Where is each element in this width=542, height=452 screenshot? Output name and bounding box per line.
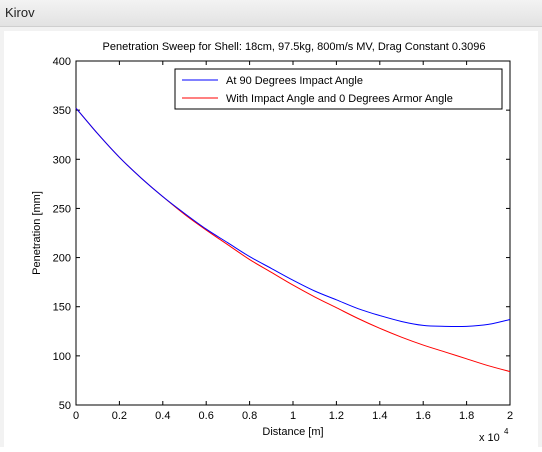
legend-label: At 90 Degrees Impact Angle bbox=[226, 75, 363, 87]
x-tick-label: 2 bbox=[507, 410, 513, 422]
legend-label: With Impact Angle and 0 Degrees Armor An… bbox=[226, 93, 453, 105]
window-titlebar: Kirov bbox=[0, 0, 542, 27]
x-axis-multiplier-exponent: 4 bbox=[504, 427, 509, 436]
x-axis-ticks: 0 0.2 0.4 0.6 0.8 1 1.2 1.4 1.6 1.8 2 bbox=[73, 61, 513, 422]
chart-legend: At 90 Degrees Impact Angle With Impact An… bbox=[174, 68, 503, 110]
legend-box bbox=[174, 68, 503, 110]
y-tick-label: 50 bbox=[59, 400, 71, 412]
chart-title: Penetration Sweep for Shell: 18cm, 97.5k… bbox=[103, 41, 486, 53]
x-tick-label: 0 bbox=[73, 410, 79, 422]
x-tick-label: 0.4 bbox=[155, 410, 170, 422]
y-tick-label: 200 bbox=[53, 253, 71, 265]
y-axis-ticks: 50 100 150 200 250 300 350 400 bbox=[53, 56, 510, 412]
window-title: Kirov bbox=[5, 5, 35, 20]
figure-area: Penetration Sweep for Shell: 18cm, 97.5k… bbox=[0, 27, 542, 447]
x-tick-label: 0.2 bbox=[112, 410, 127, 422]
x-tick-label: 0.6 bbox=[199, 410, 214, 422]
y-tick-label: 250 bbox=[53, 203, 71, 215]
figure-canvas: Penetration Sweep for Shell: 18cm, 97.5k… bbox=[4, 31, 538, 447]
x-tick-label: 1.2 bbox=[329, 410, 344, 422]
y-tick-label: 150 bbox=[53, 302, 71, 314]
y-tick-label: 300 bbox=[53, 154, 71, 166]
plot-frame bbox=[75, 60, 511, 406]
x-tick-label: 0.8 bbox=[242, 410, 257, 422]
x-tick-label: 1 bbox=[290, 410, 296, 422]
x-tick-label: 1.4 bbox=[372, 410, 387, 422]
x-tick-label: 1.8 bbox=[459, 410, 474, 422]
x-tick-label: 1.6 bbox=[416, 410, 431, 422]
penetration-chart: Penetration Sweep for Shell: 18cm, 97.5k… bbox=[31, 41, 513, 444]
series-lines bbox=[75, 107, 511, 373]
x-axis-label: Distance [m] bbox=[262, 426, 323, 438]
y-tick-label: 350 bbox=[53, 105, 71, 117]
x-axis-multiplier: x 10 bbox=[479, 432, 500, 444]
y-tick-label: 100 bbox=[53, 351, 71, 363]
series-line-impact-90 bbox=[75, 107, 511, 328]
y-tick-label: 400 bbox=[53, 56, 71, 68]
y-axis-label: Penetration [mm] bbox=[31, 191, 43, 275]
